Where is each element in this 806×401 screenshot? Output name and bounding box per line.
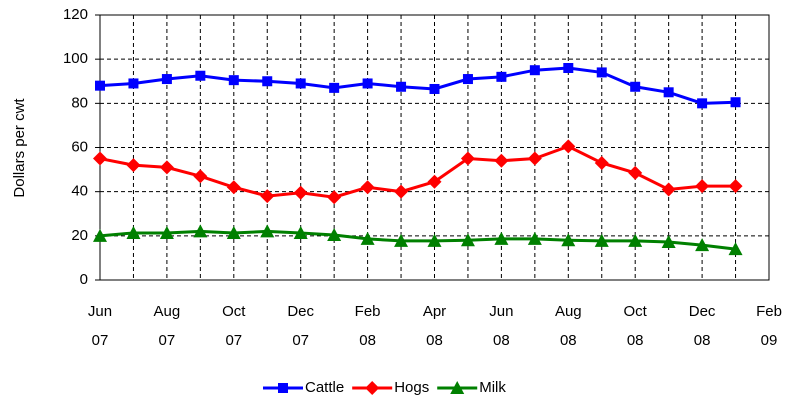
marker [460, 233, 475, 247]
marker [427, 174, 442, 189]
legend-label: Cattle [305, 379, 344, 396]
marker [628, 165, 643, 180]
x-tick-label: Dec 08 [689, 303, 716, 349]
y-tick-label: 0 [80, 271, 88, 288]
marker [360, 231, 375, 245]
x-tick-label: Dec 07 [287, 303, 314, 349]
marker [462, 74, 473, 85]
x-tick-label: Jun 08 [489, 303, 513, 349]
x-tick-label: Apr 08 [423, 303, 446, 349]
marker [159, 225, 174, 239]
legend-label: Milk [479, 379, 506, 396]
marker [260, 224, 275, 238]
marker [260, 189, 275, 204]
series-line [99, 229, 736, 251]
marker [494, 153, 509, 168]
marker [661, 182, 676, 197]
x-tick-label: Oct 08 [624, 303, 648, 349]
x-tick-label: Feb 09 [756, 303, 782, 349]
marker [494, 231, 509, 245]
marker [360, 180, 375, 195]
marker [293, 185, 308, 200]
marker [663, 87, 674, 98]
marker [161, 74, 172, 85]
marker [262, 76, 273, 87]
marker [159, 160, 174, 175]
marker [561, 139, 576, 154]
marker [226, 225, 241, 239]
y-axis-label: Dollars per cwt [11, 98, 28, 198]
marker [630, 81, 641, 92]
marker [561, 233, 576, 247]
y-tick-label: 80 [71, 94, 88, 111]
marker [730, 97, 741, 108]
marker [327, 227, 342, 241]
marker [95, 80, 105, 91]
marker [329, 82, 340, 93]
marker [126, 225, 141, 239]
y-tick-label: 20 [71, 227, 88, 244]
marker [128, 78, 139, 89]
x-tick-label: Feb 08 [355, 303, 381, 349]
x-tick-label: Aug 07 [154, 303, 181, 349]
y-tick-label: 60 [71, 138, 88, 155]
marker [563, 63, 574, 73]
marker [527, 151, 542, 166]
marker [278, 383, 288, 393]
marker [460, 151, 475, 166]
x-tick-label: Aug 08 [555, 303, 582, 349]
series-line [99, 144, 736, 199]
marker [529, 65, 540, 76]
marker [596, 67, 607, 78]
marker [93, 228, 107, 242]
legend-label: Hogs [394, 379, 429, 396]
marker [496, 71, 507, 82]
marker [293, 225, 308, 239]
marker [193, 169, 208, 184]
marker [228, 75, 239, 86]
marker [394, 184, 409, 199]
x-tick-label: Oct 07 [222, 303, 246, 349]
y-tick-label: 120 [63, 6, 88, 23]
marker [396, 81, 407, 92]
marker [295, 78, 306, 89]
marker [661, 235, 676, 249]
marker [527, 231, 542, 245]
marker [365, 381, 380, 395]
x-tick-label: Jun 07 [88, 303, 112, 349]
marker [695, 179, 710, 194]
y-tick-label: 40 [71, 183, 88, 200]
marker [226, 180, 241, 195]
marker [193, 224, 208, 238]
y-tick-label: 100 [63, 50, 88, 67]
marker [728, 179, 743, 194]
marker [126, 158, 141, 173]
marker [628, 233, 643, 247]
marker [450, 381, 465, 394]
marker [195, 70, 206, 81]
marker [429, 83, 440, 94]
marker [594, 233, 609, 247]
marker [93, 151, 107, 166]
marker [728, 242, 743, 256]
marker [594, 155, 609, 170]
marker [427, 233, 442, 247]
marker [394, 233, 409, 247]
marker [362, 78, 373, 89]
marker [697, 98, 708, 109]
series-line [99, 66, 736, 105]
plot-frame [99, 14, 770, 281]
marker [695, 238, 710, 252]
marker [327, 190, 342, 205]
legend: Cattle Hogs Milk [263, 379, 506, 396]
